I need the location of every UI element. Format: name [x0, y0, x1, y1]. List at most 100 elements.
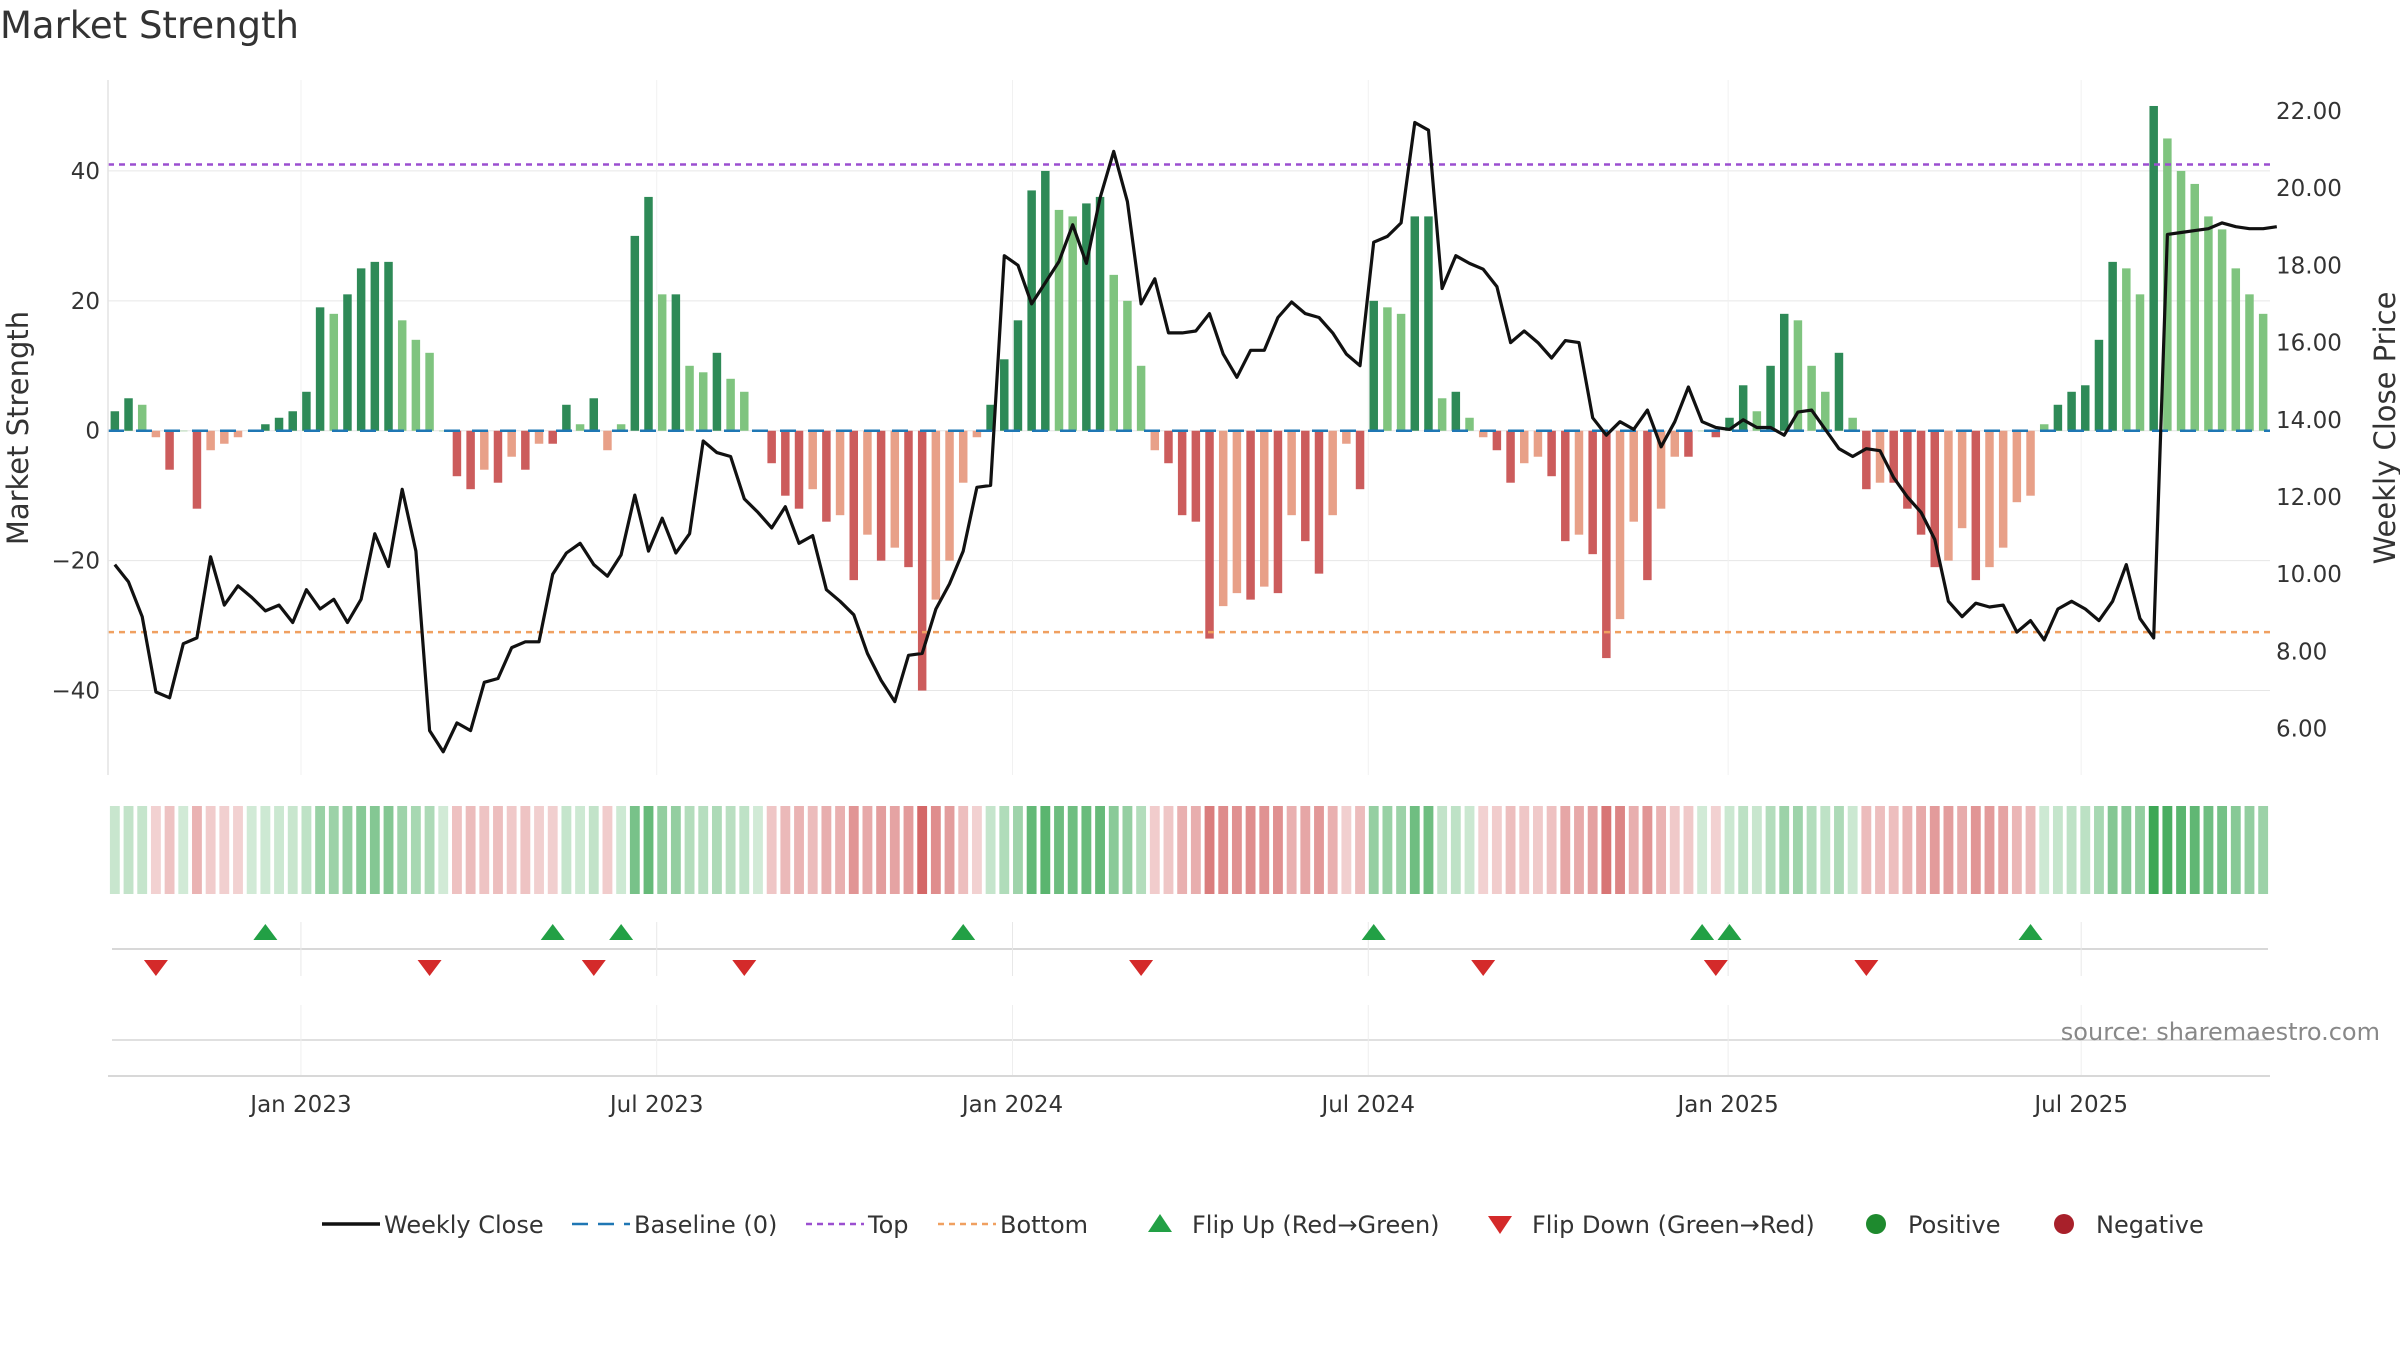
heat-cell	[1122, 806, 1133, 894]
strength-bar	[1027, 190, 1036, 431]
heat-cell	[1834, 806, 1844, 894]
flip-down-marker	[417, 960, 442, 976]
heat-cell	[1149, 806, 1160, 894]
heat-cell	[1669, 806, 1680, 894]
strength-bar	[480, 430, 489, 470]
strength-bar	[1396, 313, 1406, 431]
x-axis: Jan 2023 Jul 2023 Jan 2024 Jul 2024 Jan 2025…	[108, 1075, 2270, 1118]
strength-bar	[1738, 385, 1748, 431]
strength-bar	[1246, 430, 1255, 600]
heat-cell	[1792, 806, 1803, 894]
heat-cell	[178, 806, 189, 894]
strength-bar	[917, 430, 927, 691]
strength-bar	[575, 424, 585, 431]
strength-bar	[849, 430, 858, 581]
heat-cell	[397, 806, 408, 894]
heat-cell	[602, 806, 613, 894]
heat-cell	[219, 806, 230, 894]
strength-bar	[397, 320, 407, 431]
strength-bar	[1506, 430, 1515, 483]
right-tick-label: 14.00	[2276, 408, 2342, 434]
strength-bar	[1684, 430, 1693, 457]
strength-bar	[1834, 352, 1844, 431]
heat-cell	[1355, 806, 1365, 894]
flip-down-marker	[581, 960, 606, 976]
heat-cell	[123, 806, 134, 894]
heat-cell	[670, 806, 681, 894]
legend-label: Negative	[2096, 1211, 2204, 1239]
heat-cell	[260, 806, 271, 894]
heat-cell	[739, 806, 750, 894]
heat-cell	[629, 806, 640, 894]
heat-cell	[1957, 806, 1968, 894]
strength-bar	[1150, 430, 1160, 451]
strength-bar	[1875, 430, 1885, 483]
heat-cell	[1560, 806, 1571, 894]
strength-bar	[1889, 430, 1898, 483]
heat-cell	[301, 806, 312, 894]
heat-cell	[753, 806, 763, 894]
strength-bars	[110, 105, 2268, 691]
heat-cell	[1902, 806, 1913, 894]
strength-bar	[890, 430, 900, 548]
heat-cell	[848, 806, 859, 894]
strength-bar	[1779, 313, 1789, 431]
heat-cell	[109, 806, 120, 894]
heat-cell	[328, 806, 339, 894]
strength-bar	[493, 430, 503, 483]
strength-bar	[1725, 417, 1734, 431]
strength-bar	[1916, 430, 1926, 535]
strength-bar	[2190, 183, 2199, 431]
heat-cell	[780, 806, 791, 894]
heat-cell	[547, 806, 558, 894]
strength-bar	[1766, 365, 1775, 431]
heat-cell	[534, 806, 544, 894]
strength-bar	[1369, 300, 1378, 431]
heat-cell	[1450, 806, 1461, 894]
legend-label: Flip Down (Green→Red)	[1532, 1211, 1815, 1239]
strength-bar	[1191, 430, 1201, 522]
strength-bar	[781, 430, 790, 496]
heat-cell	[1628, 806, 1639, 894]
flip-down-marker	[143, 960, 168, 976]
strength-bar	[1383, 307, 1392, 431]
strength-bar	[179, 430, 188, 432]
strength-bar	[945, 430, 954, 561]
strength-bar	[1465, 417, 1474, 431]
legend-swatch-dot	[2054, 1214, 2074, 1234]
heat-cell	[369, 806, 380, 894]
heat-cell	[1916, 806, 1926, 894]
strength-bar	[1013, 320, 1023, 431]
heat-cell	[1081, 806, 1092, 894]
legend-item: Bottom	[938, 1211, 1088, 1239]
heat-cell	[137, 806, 148, 894]
flip-down-marker	[1129, 960, 1154, 976]
heat-cell	[274, 806, 284, 894]
strength-bar	[1944, 430, 1953, 561]
flip-up-marker	[951, 924, 976, 940]
flip-markers	[112, 922, 2268, 1075]
heat-cell	[2066, 806, 2077, 894]
heat-cell	[1519, 806, 1530, 894]
strength-bar	[1041, 170, 1050, 431]
strength-bar	[1355, 430, 1365, 490]
strength-bar	[329, 313, 339, 431]
right-tick-label: 12.00	[2276, 485, 2342, 511]
strength-bar	[439, 430, 448, 432]
strength-bar	[904, 430, 913, 568]
legend-swatch-triangle-up	[1148, 1214, 1172, 1232]
heat-cell	[999, 806, 1010, 894]
strength-bar	[288, 411, 297, 431]
heat-cell	[1190, 806, 1201, 894]
heat-cell	[315, 806, 326, 894]
strength-bar	[2176, 170, 2186, 431]
x-tick-label: Jul 2025	[2032, 1092, 2128, 1118]
heat-cell	[342, 806, 353, 894]
strength-bar	[863, 430, 872, 535]
strength-bar	[876, 430, 886, 561]
heat-cell	[561, 806, 572, 894]
strength-bar	[1930, 430, 1939, 568]
strength-bar	[1273, 430, 1283, 594]
strength-bar	[726, 378, 735, 431]
